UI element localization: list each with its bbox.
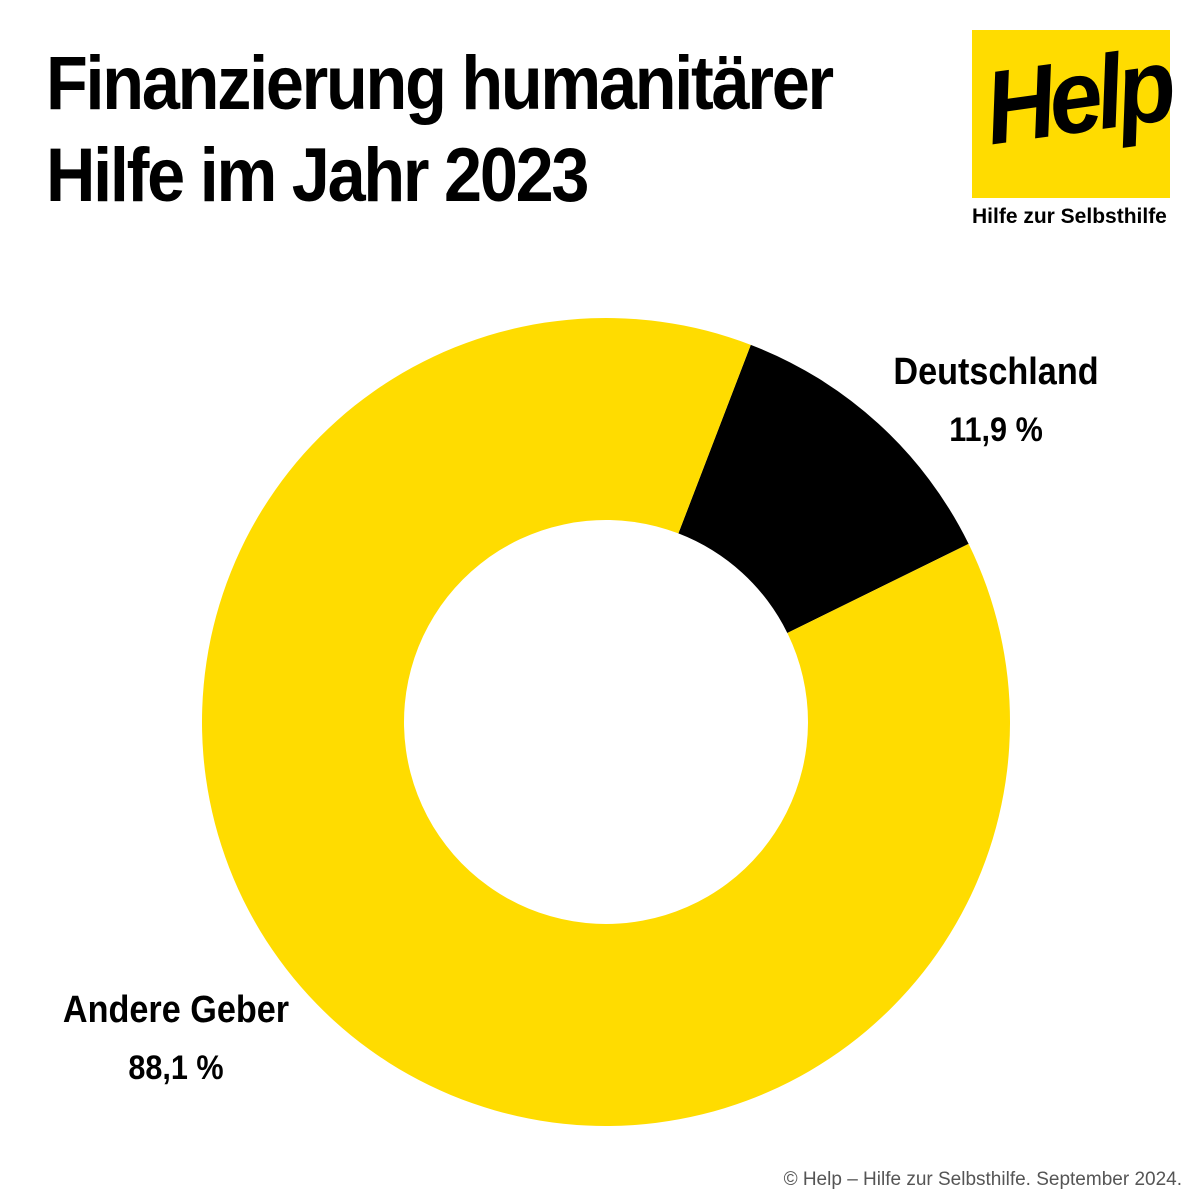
copyright-footer: © Help – Hilfe zur Selbsthilfe. Septembe…	[783, 1169, 1182, 1190]
donut-slice-deutschland	[678, 344, 969, 633]
slice-label-deutschland: Deutschland 11,9 %	[888, 350, 1104, 450]
chart-title: Finanzierung humanitärer Hilfe im Jahr 2…	[46, 38, 834, 222]
donut-slice-andere-geber	[202, 318, 1010, 1126]
slice-value-andere-geber: 88,1 %	[128, 1049, 224, 1087]
title-line-2: Hilfe im Jahr 2023	[46, 133, 589, 218]
title-line-1: Finanzierung humanitärer	[46, 41, 834, 126]
slice-value-deutschland: 11,9 %	[949, 411, 1043, 449]
logo-tagline: Hilfe zur Selbsthilfe	[972, 205, 1167, 228]
slice-name-deutschland: Deutschland	[893, 351, 1099, 393]
slice-label-andere-geber: Andere Geber 88,1 %	[50, 988, 302, 1088]
logo-background	[972, 30, 1170, 198]
slice-name-andere-geber: Andere Geber	[62, 989, 290, 1031]
